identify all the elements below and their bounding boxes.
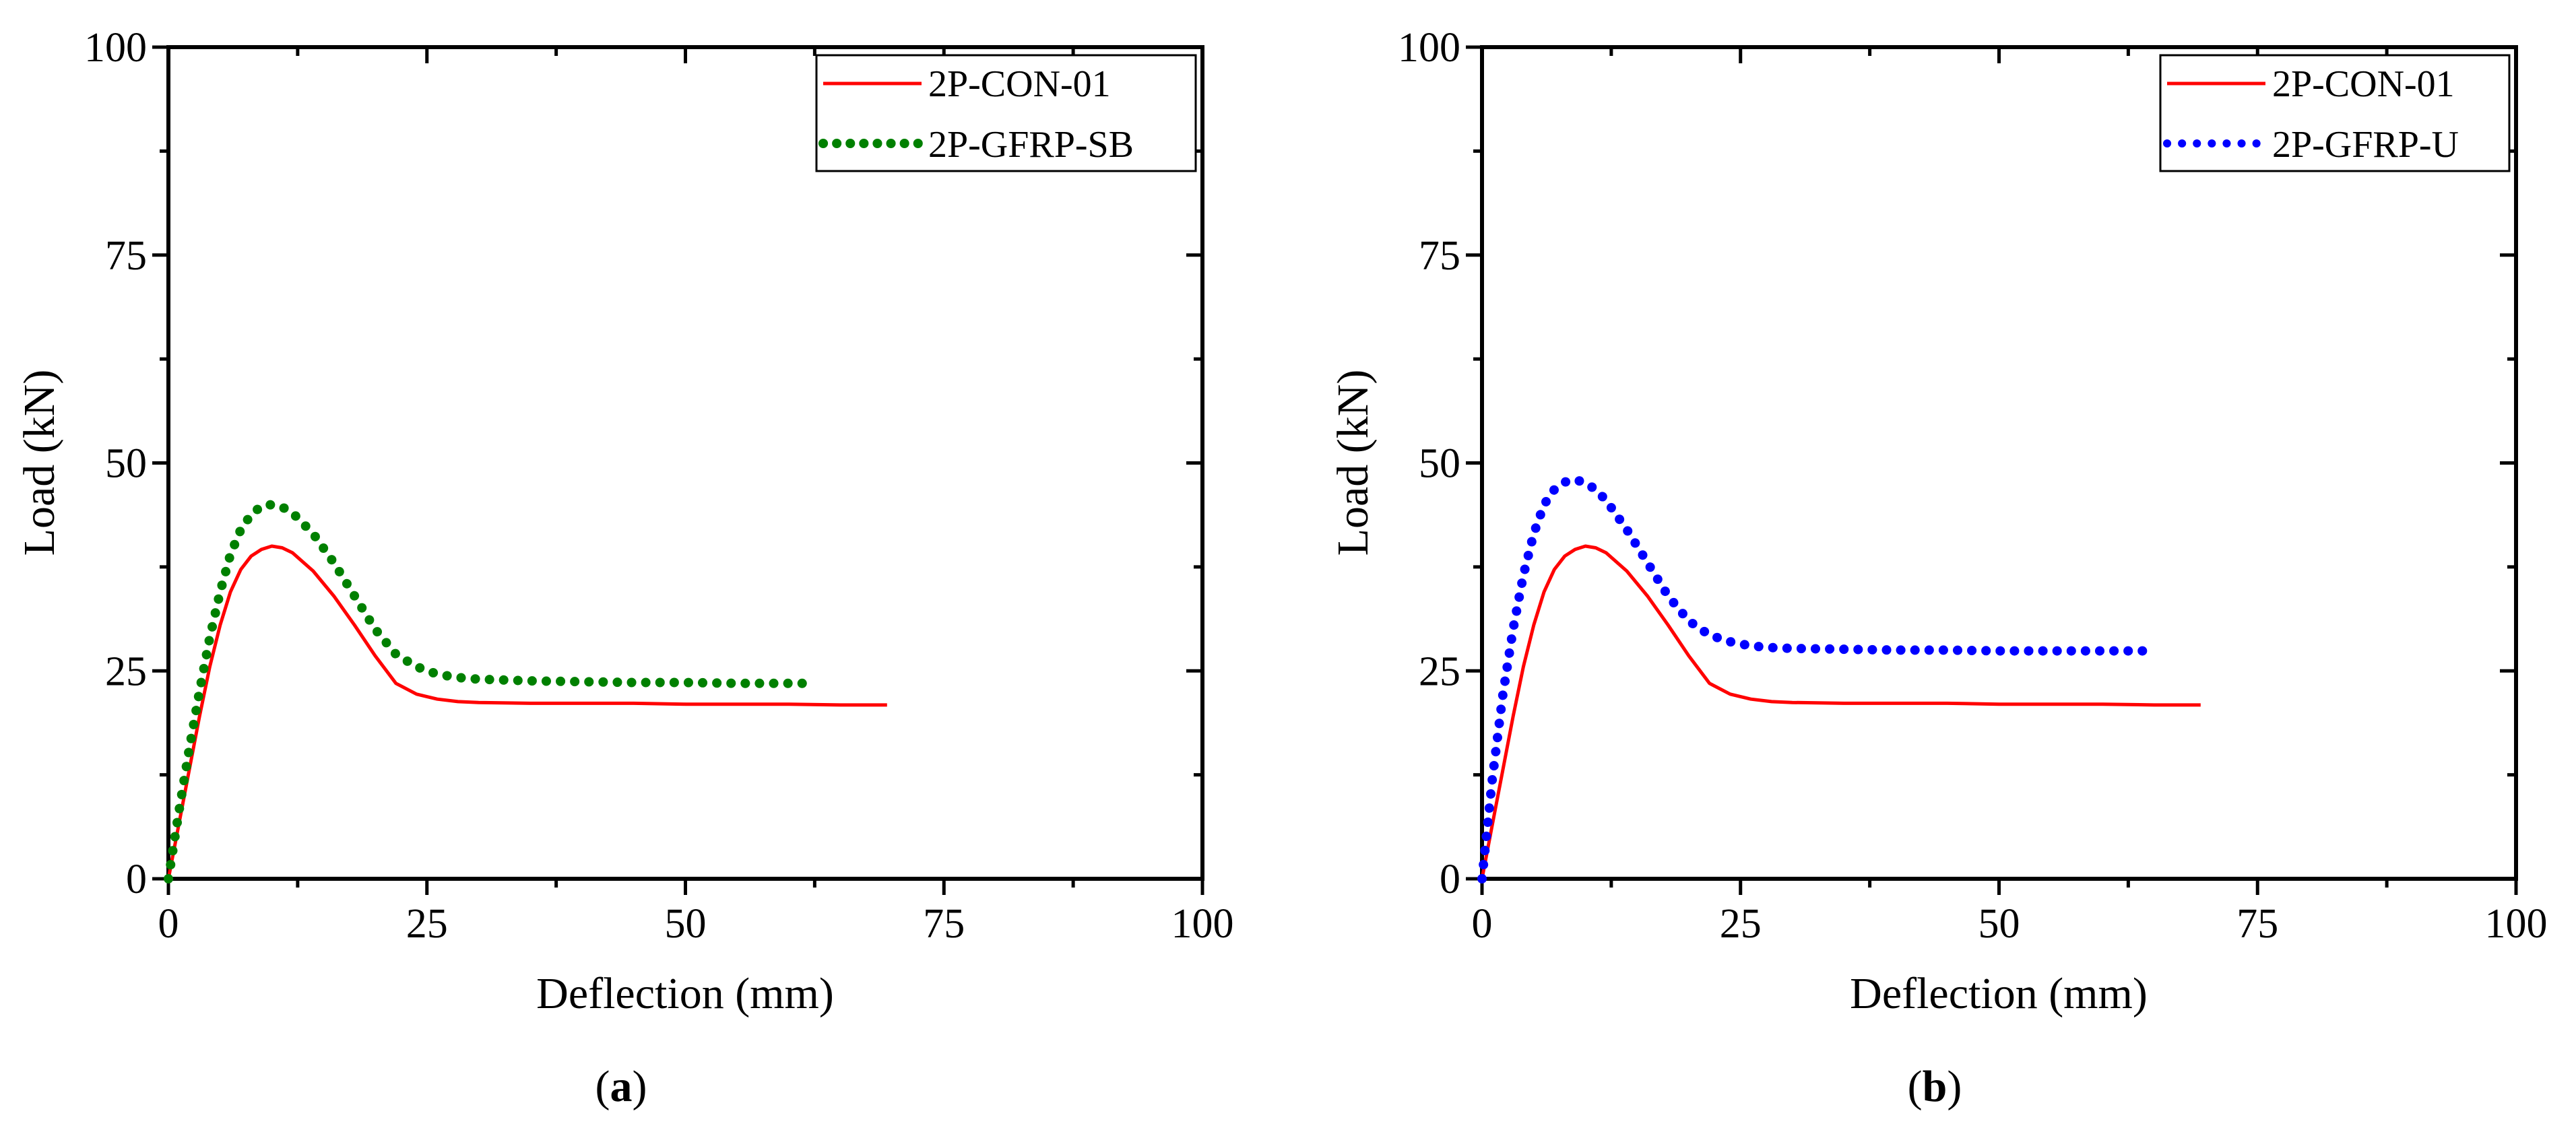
panel-caption: (b) <box>1908 1062 1962 1111</box>
panel-a: 0 25 50 75 100 0 25 50 75 100 Deflection… <box>15 25 1234 1111</box>
axis-ticks <box>1466 45 2518 895</box>
series-line-2p-gfrp-u <box>1477 475 2154 883</box>
y-axis-title: Load (kN) <box>1328 370 1378 556</box>
tick-labels: 0 25 50 75 100 0 25 50 75 100 <box>1398 25 2548 947</box>
x-tick-label: 50 <box>665 901 707 947</box>
series-line-2p-con-01 <box>166 544 887 879</box>
legend-label: 2P-CON-01 <box>928 63 1111 105</box>
x-tick-label: 0 <box>1472 901 1493 947</box>
x-tick-label: 0 <box>158 901 179 947</box>
series-line-2p-con-01 <box>1480 544 2201 879</box>
legend-label: 2P-CON-01 <box>2272 63 2455 105</box>
x-tick-label: 50 <box>1978 901 2020 947</box>
caption-open: ( <box>595 1062 610 1111</box>
x-tick-label: 25 <box>1720 901 1762 947</box>
x-tick-label: 75 <box>2236 901 2278 947</box>
y-tick-label: 25 <box>1419 648 1460 694</box>
caption-close: ) <box>1947 1062 1962 1111</box>
legend-box <box>2159 54 2511 172</box>
legend-label: 2P-GFRP-U <box>2272 124 2459 166</box>
legend-label: 2P-GFRP-SB <box>928 124 1134 166</box>
axis-ticks <box>152 45 1204 895</box>
y-tick-label: 100 <box>1398 25 1460 71</box>
y-tick-label: 50 <box>105 441 147 487</box>
caption-label: b <box>1923 1062 1947 1111</box>
legend: 2P-CON-01 2P-GFRP-U <box>2159 54 2511 172</box>
caption-open: ( <box>1908 1062 1923 1111</box>
legend-box <box>815 54 1197 172</box>
y-tick-label: 50 <box>1419 441 1460 487</box>
x-tick-label: 75 <box>923 901 965 947</box>
y-tick-label: 100 <box>84 25 147 71</box>
x-tick-label: 100 <box>2485 901 2548 947</box>
panel-b: 0 25 50 75 100 0 25 50 75 100 Deflection… <box>1328 25 2548 1111</box>
x-tick-label: 25 <box>406 901 448 947</box>
caption-label: a <box>610 1062 633 1111</box>
x-axis-title: Deflection (mm) <box>1850 969 2148 1018</box>
y-tick-label: 0 <box>1440 857 1460 902</box>
x-axis-title: Deflection (mm) <box>536 969 834 1018</box>
panel-caption: (a) <box>595 1062 647 1111</box>
x-tick-label: 100 <box>1171 901 1234 947</box>
series-group <box>164 500 887 883</box>
series-group <box>1477 475 2201 883</box>
y-tick-label: 75 <box>105 233 147 279</box>
legend: 2P-CON-01 2P-GFRP-SB <box>815 54 1197 172</box>
y-tick-label: 25 <box>105 648 147 694</box>
y-tick-label: 0 <box>126 857 147 902</box>
tick-labels: 0 25 50 75 100 0 25 50 75 100 <box>84 25 1234 947</box>
series-line-2p-gfrp-sb <box>164 500 820 883</box>
y-tick-label: 75 <box>1419 233 1460 279</box>
caption-close: ) <box>633 1062 647 1111</box>
y-axis-title: Load (kN) <box>15 370 64 556</box>
